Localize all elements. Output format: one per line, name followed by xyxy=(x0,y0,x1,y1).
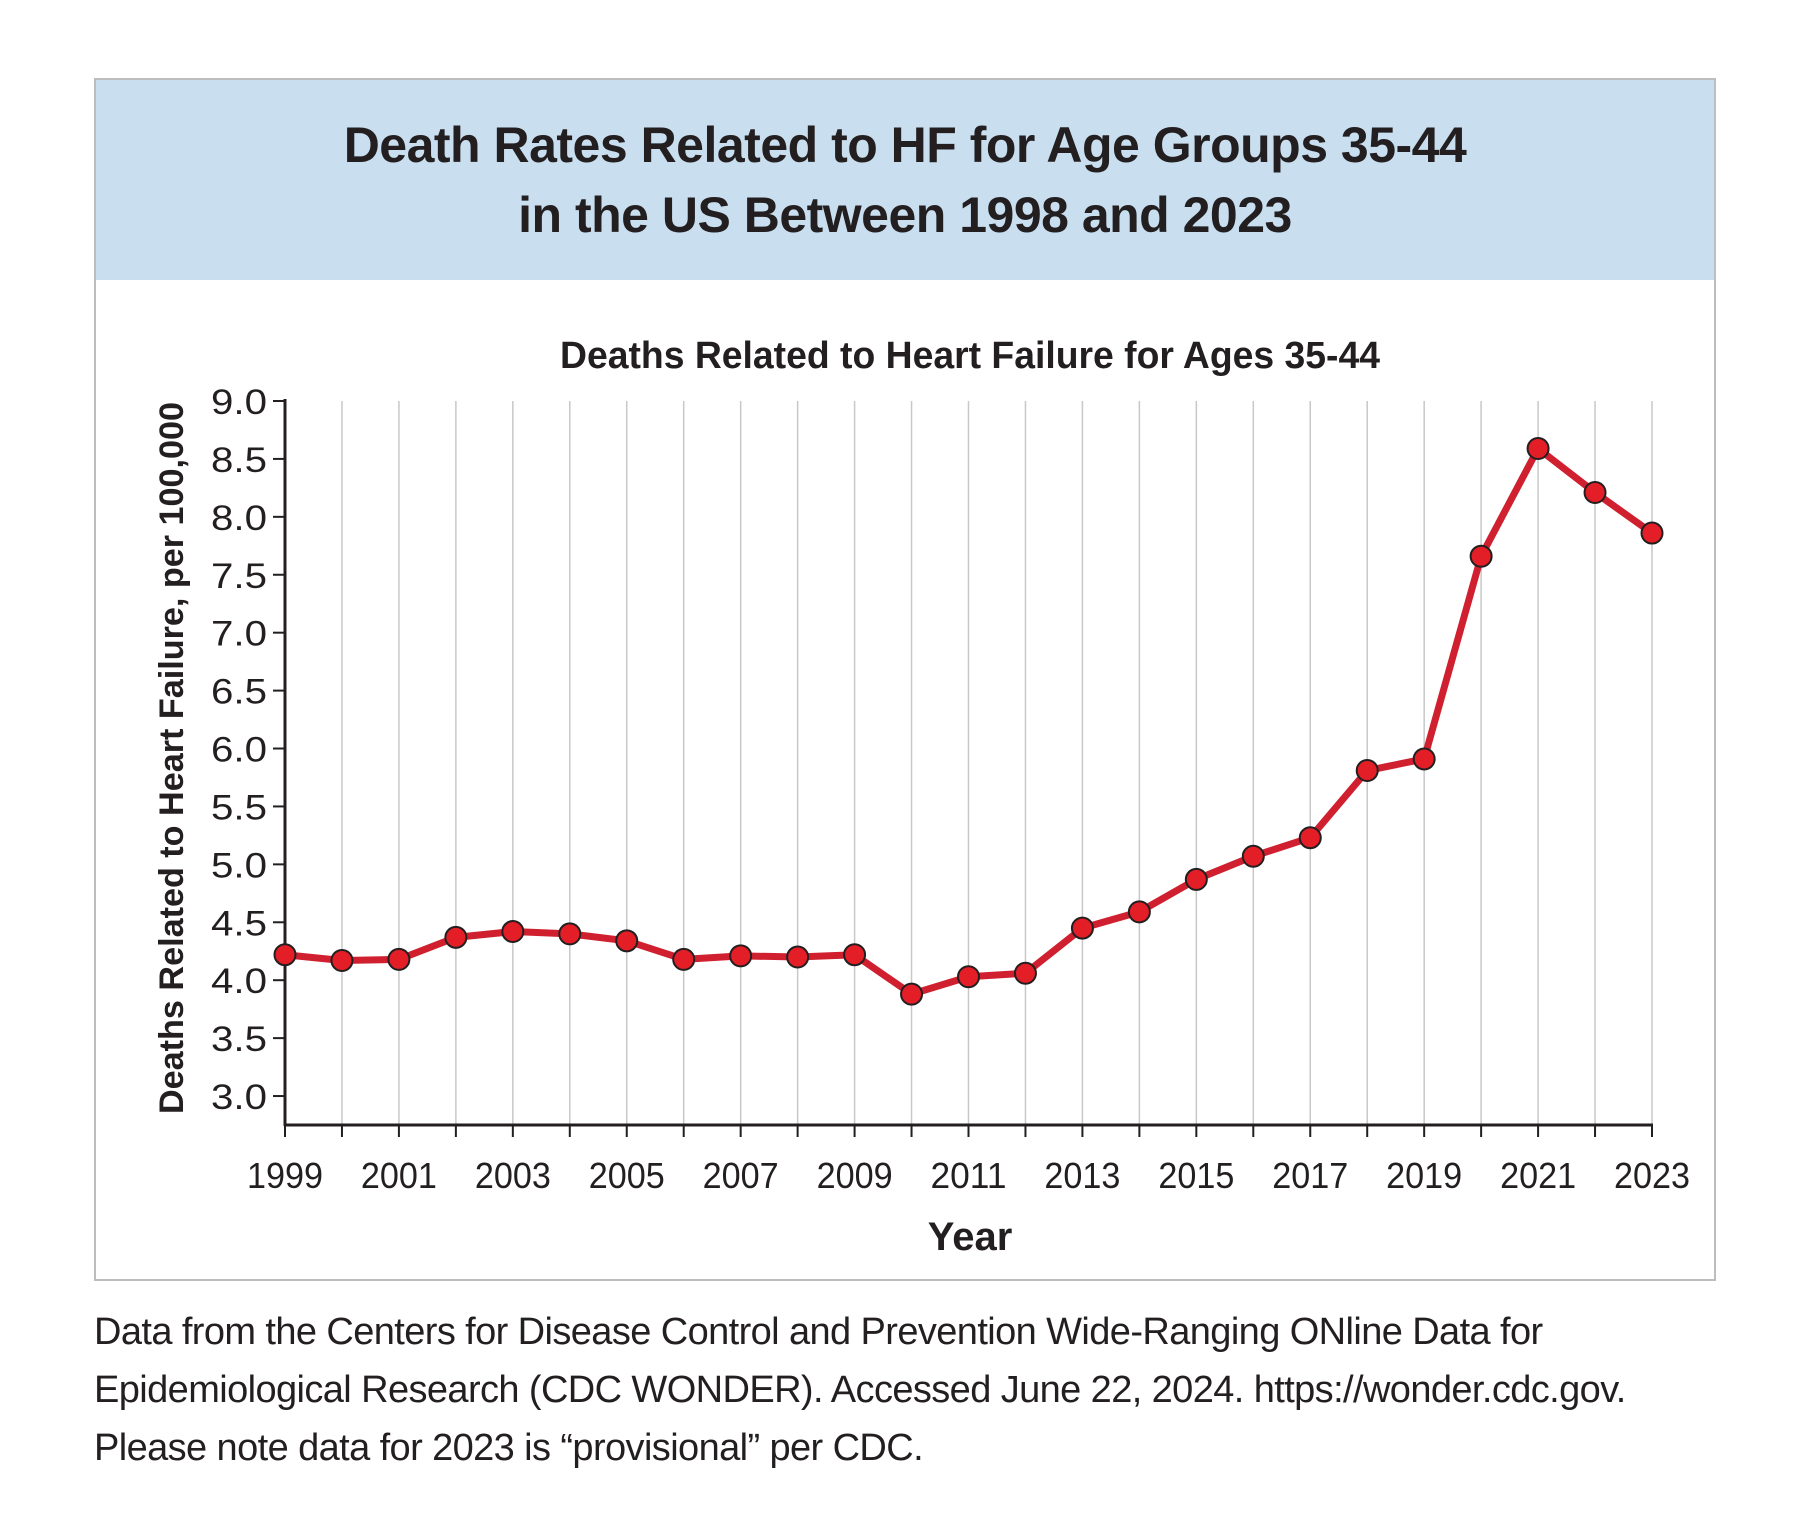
data-point-2020 xyxy=(1469,544,1493,568)
y-tick-label-5.0: 5.0 xyxy=(211,846,267,885)
x-tick-label-1999: 1999 xyxy=(247,1155,323,1196)
y-tick-label-8.0: 8.0 xyxy=(211,499,267,538)
data-point-2008 xyxy=(786,945,810,969)
footnote-line-2: Epidemiological Research (CDC WONDER). A… xyxy=(94,1369,1626,1411)
data-point-2018 xyxy=(1355,759,1379,783)
data-point-2022 xyxy=(1583,481,1607,505)
y-tick-label-6.5: 6.5 xyxy=(211,673,267,712)
x-tick-label-2011: 2011 xyxy=(931,1155,1007,1196)
data-point-2023 xyxy=(1640,521,1664,545)
x-tick-label-2001: 2001 xyxy=(361,1155,437,1196)
x-tick-label-2019: 2019 xyxy=(1386,1155,1462,1196)
data-point-2021 xyxy=(1526,436,1550,460)
data-point-2000 xyxy=(330,949,354,973)
x-tick-label-2015: 2015 xyxy=(1158,1155,1234,1196)
data-point-2019 xyxy=(1412,747,1436,771)
data-point-1999 xyxy=(273,943,297,967)
data-point-2015 xyxy=(1184,867,1208,891)
data-point-2009 xyxy=(843,943,867,967)
x-axis-ticks: 1999 2001 2003 2005 2007 2009 2011 2013 2015 2017… xyxy=(247,1125,1690,1196)
y-tick-label-7.0: 7.0 xyxy=(211,615,267,654)
data-point-2007 xyxy=(729,944,753,968)
x-tick-label-2017: 2017 xyxy=(1272,1155,1348,1196)
gridlines xyxy=(341,401,1653,1125)
y-tick-label-5.5: 5.5 xyxy=(211,788,267,827)
x-tick-label-2009: 2009 xyxy=(817,1155,893,1196)
line-chart: Deaths Related to Heart Failure for Ages… xyxy=(153,335,1690,1259)
x-tick-label-2005: 2005 xyxy=(589,1155,665,1196)
y-tick-label-8.5: 8.5 xyxy=(211,441,267,480)
data-point-2005 xyxy=(615,929,639,953)
x-tick-label-2013: 2013 xyxy=(1044,1155,1120,1196)
data-point-2014 xyxy=(1127,900,1151,924)
y-axis-label: Deaths Related to Heart Failure, per 100… xyxy=(153,402,191,1114)
data-point-2006 xyxy=(672,947,696,971)
footnote-line-1: Data from the Centers for Disease Contro… xyxy=(94,1311,1543,1353)
x-tick-label-2007: 2007 xyxy=(703,1155,779,1196)
y-axis-ticks: 3.0 3.5 4.0 4.5 5.0 5.5 6.0 6.5 7.0 7.5 8.0 8.5 9.0 xyxy=(211,383,285,1117)
x-tick-label-2003: 2003 xyxy=(475,1155,551,1196)
data-point-2001 xyxy=(387,947,411,971)
x-tick-label-2021: 2021 xyxy=(1500,1155,1576,1196)
data-point-2016 xyxy=(1241,844,1265,868)
y-tick-label-3.5: 3.5 xyxy=(211,1020,267,1059)
chart-title: Deaths Related to Heart Failure for Ages… xyxy=(560,335,1380,377)
x-axis-label: Year xyxy=(928,1215,1013,1259)
y-tick-label-4.5: 4.5 xyxy=(211,904,267,943)
banner-title-line-2: in the US Between 1998 and 2023 xyxy=(518,187,1292,243)
data-point-2013 xyxy=(1070,916,1094,940)
y-tick-label-4.0: 4.0 xyxy=(211,962,267,1001)
x-tick-label-2023: 2023 xyxy=(1614,1155,1690,1196)
data-point-2010 xyxy=(900,982,924,1006)
y-tick-label-7.5: 7.5 xyxy=(211,557,267,596)
data-point-2004 xyxy=(558,922,582,946)
data-markers xyxy=(273,436,1664,1006)
y-tick-label-3.0: 3.0 xyxy=(211,1078,267,1117)
data-point-2012 xyxy=(1013,961,1037,985)
source-footnote: Data from the Centers for Disease Contro… xyxy=(94,1303,1734,1477)
data-point-2003 xyxy=(501,920,525,944)
data-point-2011 xyxy=(957,965,980,989)
footnote-line-3: Please note data for 2023 is “provisiona… xyxy=(94,1427,924,1469)
banner-title-line-1: Death Rates Related to HF for Age Groups… xyxy=(343,117,1467,173)
title-banner: Death Rates Related to HF for Age Groups… xyxy=(96,80,1714,280)
y-tick-label-9.0: 9.0 xyxy=(211,383,267,422)
data-point-2017 xyxy=(1298,826,1322,850)
y-tick-label-6.0: 6.0 xyxy=(211,731,267,770)
data-point-2002 xyxy=(444,925,468,949)
